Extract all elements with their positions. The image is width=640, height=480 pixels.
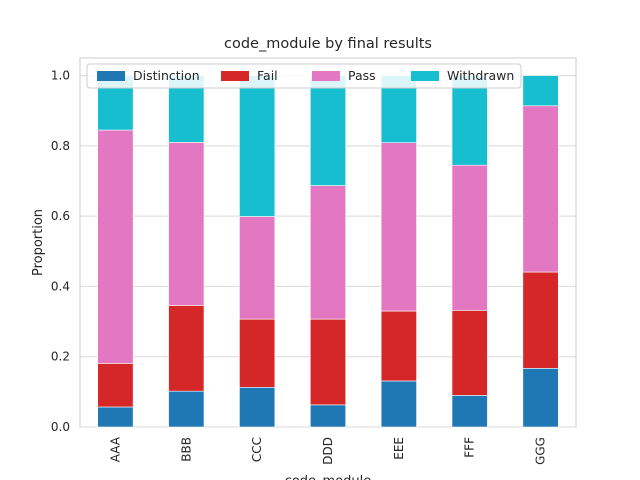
- y-tick-label: 0.2: [51, 350, 70, 364]
- y-tick-label: 0.6: [51, 209, 70, 223]
- legend-label: Distinction: [133, 68, 200, 83]
- y-tick-label: 0.8: [51, 139, 70, 153]
- x-tick-label: GGG: [534, 437, 548, 465]
- y-tick-label: 1.0: [51, 69, 70, 83]
- bar-segment: [380, 380, 417, 428]
- bar-segment: [239, 318, 276, 388]
- bar-segment: [380, 142, 417, 312]
- bar-segment: [522, 75, 559, 107]
- bar-segment: [451, 395, 488, 428]
- legend-label: Pass: [348, 68, 376, 83]
- bar-segment: [451, 310, 488, 396]
- bar-segment: [380, 310, 417, 382]
- bar-segment: [309, 318, 347, 406]
- bar-segment: [309, 404, 347, 428]
- chart-title: code_module by final results: [224, 36, 432, 52]
- y-tick-label: 0.4: [51, 279, 70, 293]
- bar-segment: [451, 164, 488, 311]
- bar-segment: [451, 75, 488, 166]
- bar-segment: [522, 271, 559, 369]
- legend-swatch: [221, 71, 249, 81]
- x-tick-label: DDD: [321, 437, 335, 465]
- legend-box: [86, 63, 522, 89]
- x-tick-label: EEE: [392, 437, 406, 460]
- bar-segment: [239, 386, 276, 428]
- legend-label: Withdrawn: [447, 68, 514, 83]
- x-axis-title: code_module: [285, 474, 372, 480]
- bar-segment: [239, 75, 276, 217]
- bars: [97, 75, 559, 428]
- x-tick-label: AAA: [108, 436, 122, 462]
- legend-swatch: [411, 71, 439, 81]
- y-tick-label: 0.0: [51, 420, 70, 434]
- y-axis-ticks: 0.0 0.2 0.4 0.6 0.8 1.0: [51, 69, 70, 434]
- legend-swatch: [97, 71, 125, 81]
- x-axis-ticks: AAA BBB CCC DDD EEE FFF GGG: [108, 436, 547, 465]
- bar-segment: [168, 390, 205, 428]
- x-tick-label: CCC: [250, 437, 264, 462]
- bar-segment: [309, 185, 347, 320]
- bar-segment: [522, 105, 559, 273]
- bar-segment: [97, 129, 134, 364]
- x-tick-label: FFF: [463, 437, 477, 458]
- legend-label: Fail: [257, 68, 278, 83]
- legend: Distinction Fail Pass Withdrawn: [86, 63, 522, 89]
- bar-segment: [522, 368, 559, 428]
- bar-segment: [309, 75, 347, 186]
- x-tick-label: BBB: [179, 437, 193, 462]
- bar-segment: [168, 142, 205, 306]
- bar-segment: [97, 363, 134, 408]
- bar-segment: [239, 216, 276, 320]
- bar-segment: [168, 305, 205, 392]
- legend-swatch: [312, 71, 340, 81]
- y-axis-title: Proportion: [31, 209, 46, 276]
- bar-segment: [97, 406, 134, 428]
